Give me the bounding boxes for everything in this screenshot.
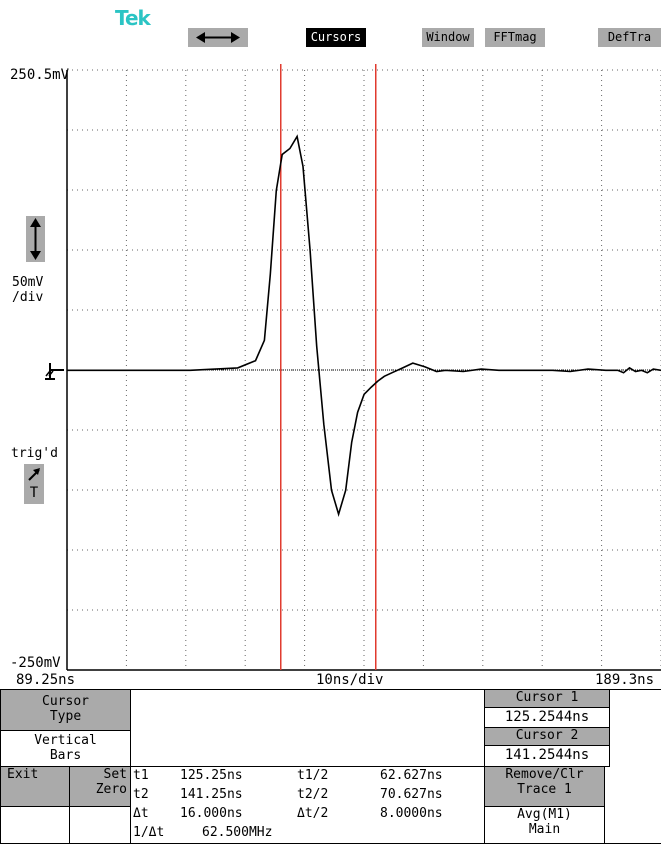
deftra-menu-button[interactable]: DefTra	[598, 28, 661, 47]
y-bottom-label: -250mV	[10, 655, 61, 671]
horizontal-scale-button[interactable]	[188, 28, 248, 47]
delta-t-half-label: Δt/2	[297, 806, 329, 821]
set-blank	[70, 807, 131, 844]
right-blank	[605, 767, 661, 844]
avg-main-option[interactable]: Avg(M1) Main	[485, 807, 605, 844]
delta-t-half-value: 8.0000ns	[380, 806, 443, 821]
delta-t-value: 16.000ns	[180, 806, 243, 821]
inverse-delta-t-label: 1/Δt	[133, 825, 165, 840]
main-label: Main	[528, 822, 561, 837]
waveform-display	[66, 64, 661, 671]
trigger-status-label: trig'd	[11, 446, 58, 461]
waveform-trace	[67, 134, 661, 518]
cursor2-label: Cursor 2	[485, 728, 610, 746]
trigger-marker: T	[24, 464, 44, 504]
vertical-scale-button[interactable]	[26, 216, 45, 262]
t2-value: 141.25ns	[180, 787, 243, 802]
fftmag-menu-button[interactable]: FFTmag	[485, 28, 545, 47]
readout-blank-area	[131, 690, 485, 767]
cursors-menu-button[interactable]: Cursors	[306, 28, 366, 47]
exit-button[interactable]: Exit	[0, 767, 70, 807]
cursor-mode-label-2: Bars	[49, 748, 82, 763]
exit-blank	[0, 807, 70, 844]
cursor-mode-option[interactable]: Vertical Bars	[0, 731, 131, 767]
avg-label: Avg(M1)	[517, 807, 572, 822]
vscale-unit-label: /div	[12, 290, 44, 305]
cursor2-value: 141.2544ns	[485, 746, 610, 767]
cursor-type-button[interactable]: Cursor Type	[0, 690, 131, 731]
up-down-arrow-icon	[30, 218, 41, 260]
inverse-delta-t-value: 62.500MHz	[202, 825, 273, 840]
y-top-label: 250.5mV	[10, 67, 70, 83]
t1-half-value: 62.627ns	[380, 768, 443, 783]
set-zero-button[interactable]: Set Zero	[70, 767, 131, 807]
cursor-control-panel	[0, 689, 661, 844]
zero-label: Zero	[95, 782, 127, 797]
t1-value: 125.25ns	[180, 768, 243, 783]
cursor1-label: Cursor 1	[485, 690, 610, 708]
delta-t-label: Δt	[133, 806, 149, 821]
ground-reference-icon	[45, 363, 64, 380]
remove-clear-trace-button[interactable]: Remove/Clr Trace 1	[485, 767, 605, 807]
window-menu-button[interactable]: Window	[422, 28, 474, 47]
x-div-label: 10ns/div	[316, 672, 384, 688]
t2-half-value: 70.627ns	[380, 787, 443, 802]
x-right-label: 189.3ns	[595, 672, 655, 688]
remove-clear-label: Remove/Clr	[505, 767, 584, 782]
cursor1-value: 125.2544ns	[485, 708, 610, 728]
t1-half-label: t1/2	[297, 768, 329, 783]
trigger-letter: T	[29, 485, 39, 501]
trigger-arrow-icon	[28, 468, 40, 481]
x-left-label: 89.25ns	[16, 672, 76, 688]
t1-label: t1	[133, 768, 149, 783]
trace1-label: Trace 1	[517, 782, 572, 797]
cursor-mode-label: Vertical	[34, 733, 97, 748]
t2-half-label: t2/2	[297, 787, 329, 802]
cursor-type-label-2: Type	[49, 709, 82, 724]
left-right-arrow-icon	[196, 32, 240, 43]
t2-label: t2	[133, 787, 149, 802]
brand-logo: Tek	[115, 6, 151, 30]
set-label: Set	[103, 767, 127, 782]
vscale-label: 50mV	[12, 275, 44, 290]
cursor-type-label: Cursor	[42, 694, 89, 709]
